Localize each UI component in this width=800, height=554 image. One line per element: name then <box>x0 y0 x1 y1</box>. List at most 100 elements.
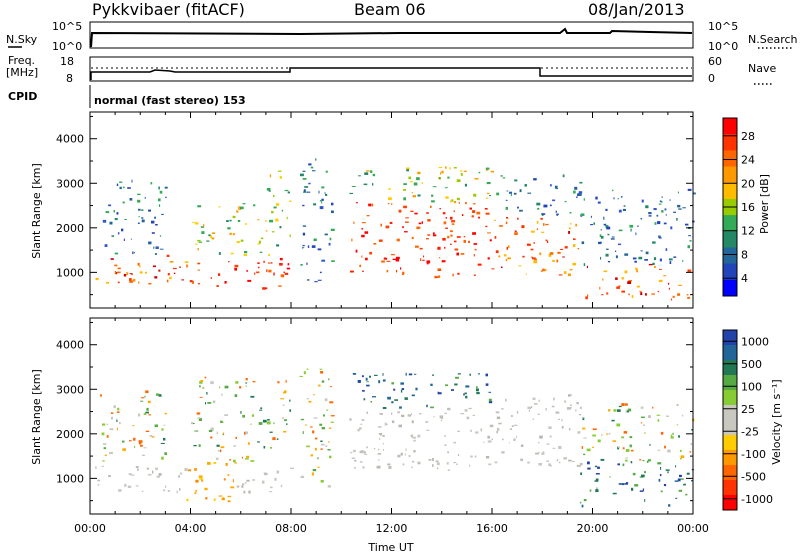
heatmap-cell <box>216 457 219 460</box>
heatmap-cell <box>574 186 578 190</box>
heatmap-cell <box>548 253 552 257</box>
heatmap-cell <box>569 269 573 271</box>
heatmap-cell <box>449 200 452 203</box>
heatmap-cell <box>501 451 505 454</box>
heatmap-cell <box>216 285 219 287</box>
heatmap-cell <box>445 217 447 219</box>
heatmap-cell <box>465 202 467 205</box>
heatmap-cell <box>444 444 447 447</box>
heatmap-cell <box>155 246 159 249</box>
heatmap-cell <box>505 199 508 201</box>
heatmap-cell <box>382 443 384 445</box>
heatmap-cell <box>642 424 645 426</box>
heatmap-cell <box>550 464 552 467</box>
heatmap-cell <box>300 475 305 479</box>
heatmap-cell <box>570 407 573 409</box>
heatmap-cell <box>362 270 364 272</box>
heatmap-cell <box>622 463 625 467</box>
heatmap-cell <box>178 475 180 478</box>
heatmap-cell <box>450 234 453 237</box>
power-heatmap-cells <box>95 158 696 301</box>
heatmap-cell <box>242 414 245 418</box>
heatmap-cell <box>325 445 328 447</box>
freq-panel: Freq. [MHz] 18 8 60 0 Nave <box>6 54 776 85</box>
y-tick-label: 3000 <box>56 177 84 190</box>
heatmap-cell <box>660 490 663 493</box>
heatmap-cell <box>603 270 608 273</box>
heatmap-cell <box>319 206 324 210</box>
heatmap-cell <box>471 215 474 218</box>
heatmap-cell <box>546 460 549 462</box>
power-colorbar-label: Power [dB] <box>758 174 771 234</box>
heatmap-cell <box>474 178 479 180</box>
heatmap-cell <box>330 415 335 417</box>
heatmap-cell <box>488 463 492 466</box>
heatmap-cell <box>317 279 322 281</box>
heatmap-cell <box>404 453 406 456</box>
heatmap-cell <box>658 203 662 205</box>
power-axes: 1000 2000 3000 4000 <box>56 112 694 308</box>
heatmap-cell <box>317 457 319 460</box>
heatmap-cell <box>568 231 570 234</box>
heatmap-cell <box>692 192 696 195</box>
heatmap-cell <box>160 442 165 444</box>
heatmap-cell <box>521 225 525 229</box>
heatmap-cell <box>286 216 288 220</box>
heatmap-cell <box>280 398 285 400</box>
heatmap-cell <box>632 472 636 476</box>
heatmap-cell <box>320 443 325 446</box>
heatmap-cell <box>302 232 306 236</box>
heatmap-cell <box>668 258 673 261</box>
heatmap-cell <box>240 239 244 242</box>
heatmap-cell <box>612 492 617 495</box>
heatmap-cell <box>676 424 679 426</box>
heatmap-cell <box>640 406 644 409</box>
heatmap-cell <box>234 462 237 464</box>
heatmap-cell <box>558 461 561 464</box>
heatmap-cell <box>451 389 454 391</box>
heatmap-cell <box>575 223 578 227</box>
heatmap-cell <box>648 459 651 462</box>
heatmap-cell <box>564 246 568 249</box>
heatmap-cell <box>372 173 376 177</box>
heatmap-cell <box>563 271 567 274</box>
heatmap-cell <box>597 439 601 443</box>
heatmap-cell <box>244 251 248 254</box>
heatmap-cell <box>102 423 106 426</box>
heatmap-cell <box>132 425 135 427</box>
heatmap-cell <box>640 292 643 296</box>
heatmap-cell <box>613 197 615 200</box>
heatmap-cell <box>386 423 388 425</box>
colorbar-tick-label: 8 <box>741 248 748 261</box>
heatmap-cell <box>644 499 646 502</box>
heatmap-cell <box>426 263 429 265</box>
heatmap-cell <box>449 230 453 233</box>
heatmap-cell <box>463 235 466 238</box>
heatmap-cell <box>129 440 132 442</box>
heatmap-cell <box>268 269 272 273</box>
heatmap-cell <box>430 205 432 208</box>
power-colorbar: 28 24 20 16 12 8 4 <box>722 117 755 297</box>
heatmap-cell <box>591 446 594 448</box>
heatmap-cell <box>689 269 692 273</box>
heatmap-cell <box>373 447 376 450</box>
heatmap-cell <box>314 281 318 283</box>
heatmap-cell <box>300 418 305 421</box>
colorbar-swatch <box>723 150 737 168</box>
heatmap-cell <box>165 485 167 488</box>
heatmap-cell <box>542 268 545 272</box>
heatmap-cell <box>232 233 235 236</box>
heatmap-cell <box>372 183 374 186</box>
heatmap-cell <box>173 267 177 270</box>
heatmap-cell <box>227 227 231 230</box>
heatmap-cell <box>640 416 645 418</box>
heatmap-cell <box>485 456 490 459</box>
heatmap-cell <box>431 200 435 203</box>
heatmap-cell <box>487 435 490 439</box>
heatmap-cell <box>638 256 643 260</box>
heatmap-cell <box>364 172 369 175</box>
heatmap-cell <box>612 440 617 442</box>
heatmap-cell <box>508 245 510 248</box>
heatmap-cell <box>653 257 657 261</box>
heatmap-cell <box>615 250 617 252</box>
